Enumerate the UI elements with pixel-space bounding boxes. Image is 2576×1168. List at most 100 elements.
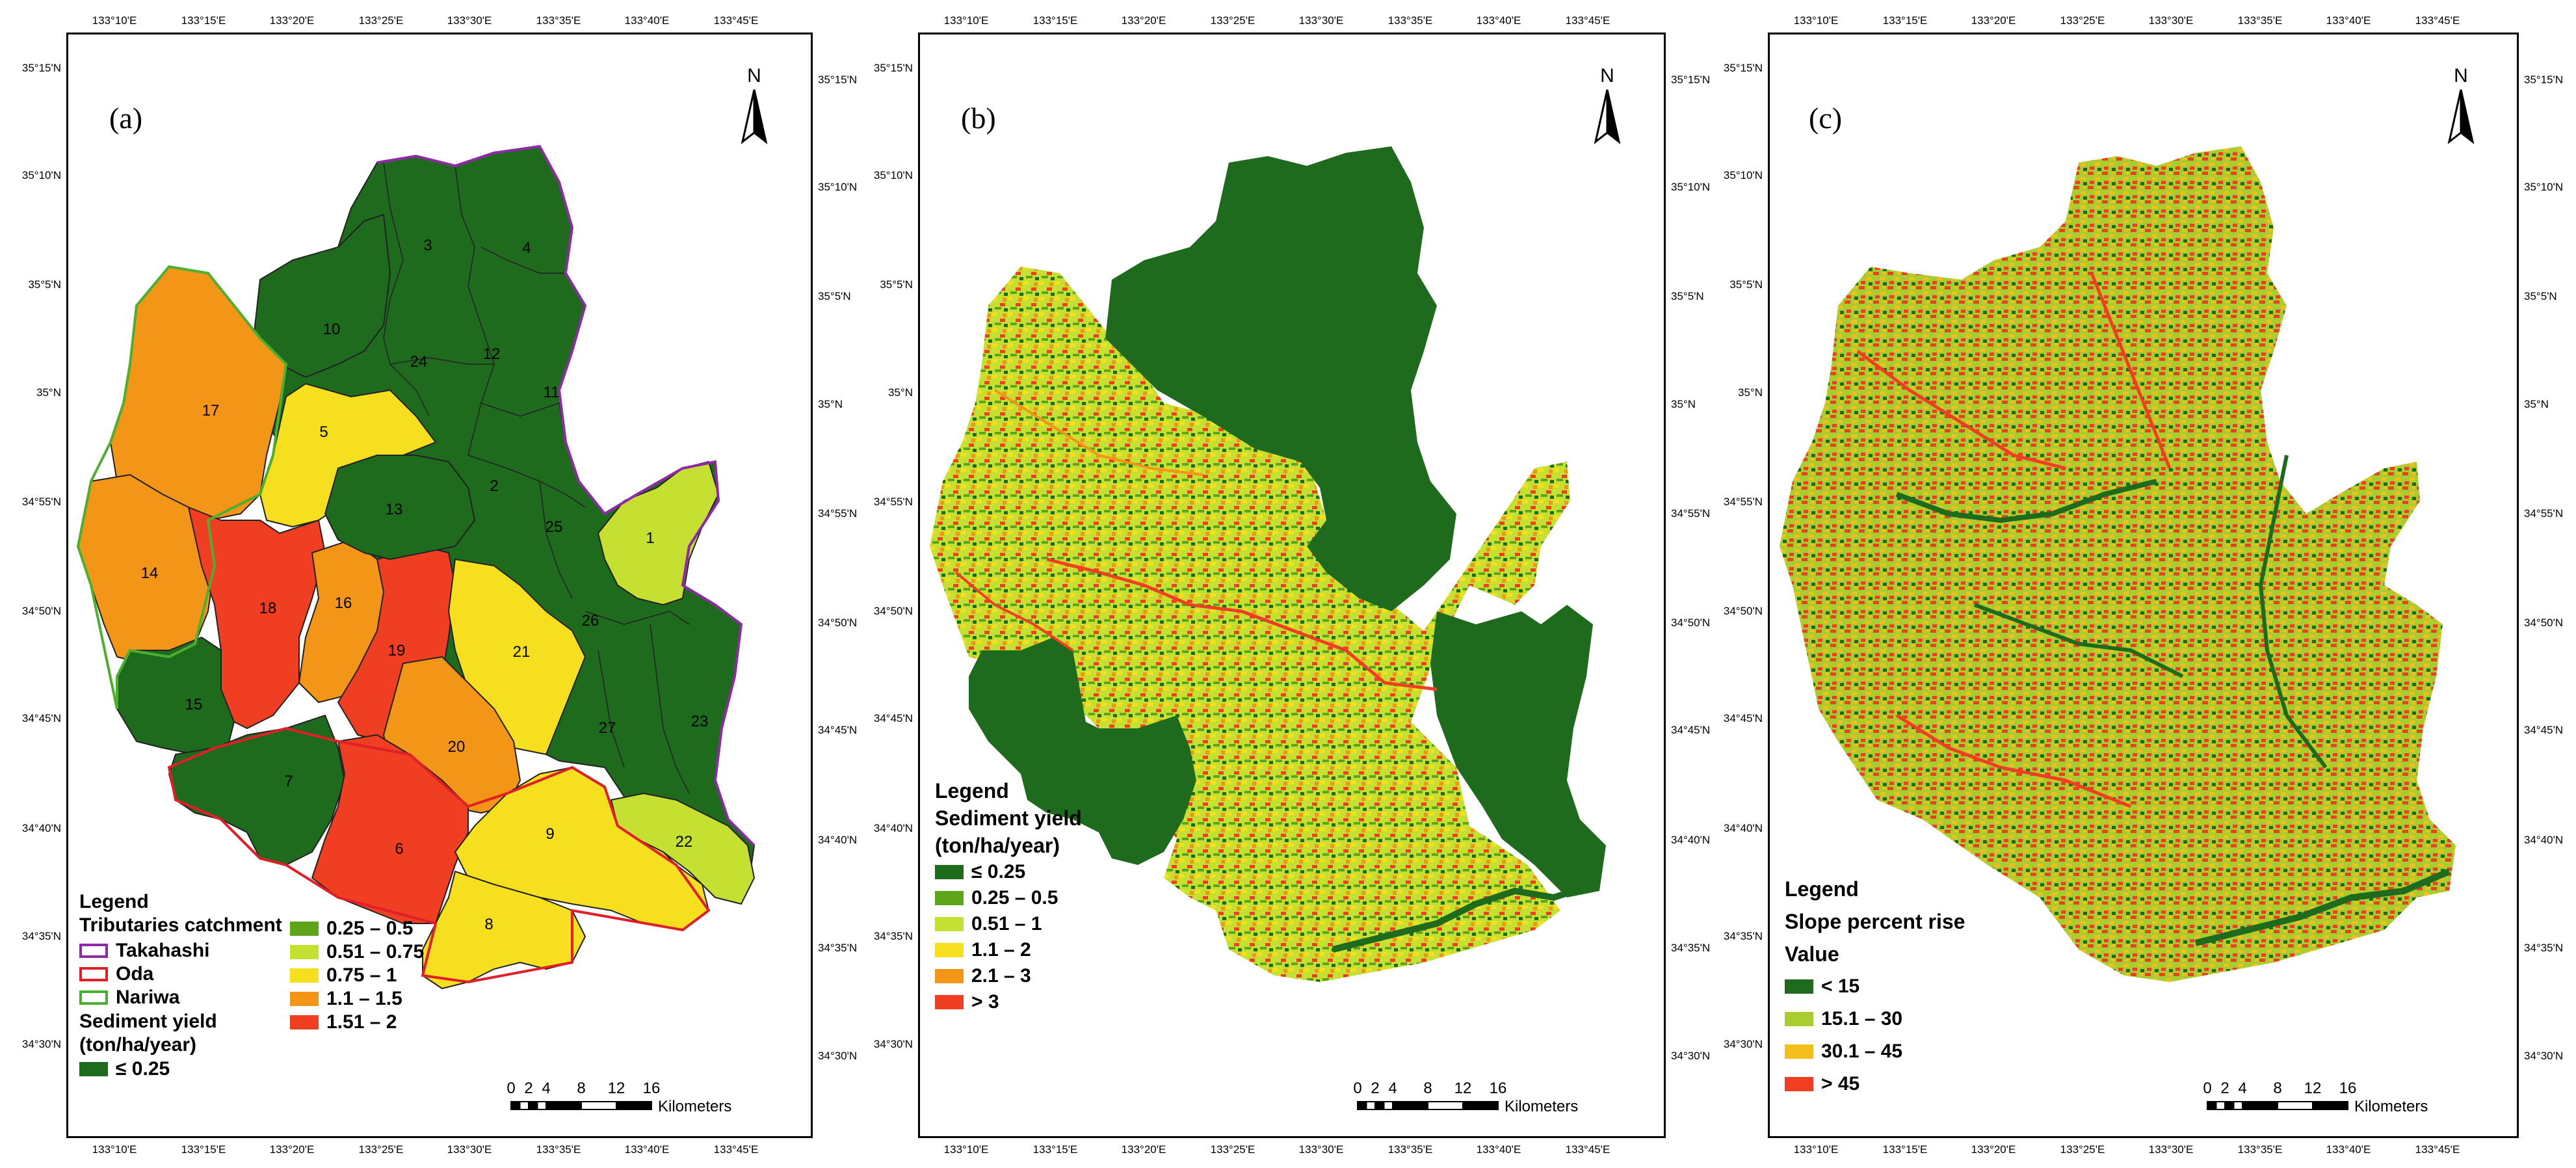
legend-class-5: 1.51 – 2: [290, 1011, 424, 1034]
legend-subtitle-2: Value: [1785, 942, 1839, 966]
lon-tick-bottom: 133°10'E: [1793, 1143, 1839, 1156]
lon-tick-top: 133°10'E: [92, 14, 137, 27]
legend-class-1: 15.1 – 30: [1785, 1003, 2019, 1035]
basin-mix-area: [930, 267, 1570, 982]
legend-item-takahashi: Takahashi: [79, 939, 210, 962]
lat-tick-right: 34°50'N: [818, 617, 858, 629]
lon-tick-bottom: 133°35'E: [2237, 1143, 2283, 1156]
scale-bar-graphic: [2207, 1101, 2348, 1110]
class-swatch: [935, 891, 964, 905]
legend-title: Legend: [935, 779, 1009, 803]
north-label: N: [2454, 65, 2468, 86]
catchment-number: 10: [322, 321, 341, 338]
lat-tick-right: 34°35'N: [2524, 942, 2564, 954]
lon-tick-bottom: 133°15'E: [181, 1143, 226, 1156]
legend-title: Legend: [1785, 877, 1859, 901]
catchment-number: 2: [490, 477, 499, 495]
scale-tick-label: 4: [1388, 1080, 1397, 1097]
scale-tick-label: 2: [524, 1080, 533, 1097]
panel-letter-b: (b): [961, 101, 996, 135]
lon-tick-bottom: 133°45'E: [1565, 1143, 1610, 1156]
lat-tick-left: 35°N: [1738, 386, 1763, 399]
lat-tick-right: 35°N: [2524, 398, 2549, 410]
class-swatch: [290, 1015, 319, 1029]
lon-tick-top: 133°20'E: [269, 14, 315, 27]
lat-tick-right: 34°45'N: [818, 724, 858, 736]
catchment-number: 3: [423, 237, 432, 254]
legend-class-5: > 3: [935, 989, 1169, 1015]
panel-b: (b) N Legend Sediment yield (ton/ha/year…: [852, 0, 1716, 1168]
low-yield-north: [1105, 146, 1456, 611]
scale-tick-label: 2: [1371, 1080, 1380, 1097]
lat-tick-left: 34°40'N: [21, 822, 61, 834]
slope-ridge-1: [1856, 350, 2066, 470]
lat-tick-left: 35°10'N: [1723, 169, 1763, 181]
panel-letter-a: (a): [109, 101, 143, 135]
lat-tick-right: 34°35'N: [818, 942, 858, 954]
lat-tick-left: 34°45'N: [21, 712, 61, 724]
lon-tick-top: 133°40'E: [1476, 14, 1521, 27]
legend-class-2: 0.51 – 0.75: [290, 940, 424, 964]
scale-unit: Kilometers: [2354, 1098, 2428, 1115]
legend-class-3: 0.75 – 1: [290, 964, 424, 987]
north-label: N: [1600, 65, 1614, 86]
lat-tick-right: 35°15'N: [2524, 73, 2564, 86]
slope-valley-4: [2258, 455, 2328, 769]
lon-tick-bottom: 133°30'E: [2148, 1143, 2194, 1156]
lon-tick-bottom: 133°15'E: [1032, 1143, 1078, 1156]
scale-segment: [1427, 1101, 1464, 1110]
takahashi-outline: [376, 144, 756, 847]
map-frame-c: [1768, 33, 2519, 1138]
lon-tick-top: 133°45'E: [1565, 14, 1610, 27]
lat-tick-left: 34°55'N: [873, 496, 913, 508]
north-label: N: [747, 65, 761, 86]
scale-tick-label: 4: [542, 1080, 551, 1097]
catchment-number: 27: [598, 719, 616, 737]
north-arrow-icon: [2447, 89, 2475, 144]
scale-segment: [2207, 1101, 2217, 1110]
lat-tick-right: 35°N: [1671, 398, 1696, 410]
class-swatch: [1785, 1012, 1813, 1026]
nariwa-outline: [76, 265, 288, 710]
lon-tick-top: 133°10'E: [943, 14, 989, 27]
lon-tick-bottom: 133°15'E: [1882, 1143, 1928, 1156]
class-swatch: [935, 969, 964, 983]
scale-tick-label: 12: [2304, 1080, 2322, 1097]
lat-tick-left: 34°50'N: [21, 605, 61, 617]
scale-bar-graphic: [510, 1101, 652, 1110]
lon-tick-top: 133°15'E: [1032, 14, 1078, 27]
scale-segment: [528, 1101, 538, 1110]
lat-tick-right: 34°30'N: [2524, 1050, 2564, 1062]
legend-class-0: ≤ 0.25: [935, 859, 1169, 885]
lat-tick-right: 35°N: [818, 398, 843, 410]
scale-segment: [616, 1101, 652, 1110]
catchment-map: [76, 144, 756, 989]
nariwa-swatch: [79, 990, 108, 1005]
scale-segment: [2233, 1101, 2243, 1110]
legend-class-4: 1.1 – 1.5: [290, 987, 424, 1011]
legend-class-2: 0.51 – 1: [935, 911, 1169, 937]
catchment-number: 19: [388, 642, 406, 659]
scale-tick-label: 8: [2273, 1080, 2282, 1097]
panel-c: (c) N Legend Slope percent rise Value < …: [1702, 0, 2576, 1168]
lon-tick-top: 133°25'E: [1210, 14, 1255, 27]
legend-class-0: ≤ 0.25: [79, 1057, 170, 1081]
legend-class-3: 1.1 – 2: [935, 937, 1169, 963]
lon-tick-top: 133°40'E: [624, 14, 670, 27]
class-swatch: [935, 995, 964, 1009]
lat-tick-right: 34°40'N: [1671, 834, 1711, 846]
sy-title-1: Sediment yield: [79, 1011, 217, 1032]
catchment-13: [324, 455, 475, 560]
catchment-number: 12: [482, 345, 501, 363]
scale-segment: [1383, 1101, 1393, 1110]
lat-tick-right: 34°50'N: [1671, 617, 1711, 629]
lon-tick-bottom: 133°40'E: [624, 1143, 670, 1156]
catchment-number: 13: [385, 501, 403, 518]
lat-tick-left: 35°10'N: [873, 169, 913, 181]
scale-tick-label: 12: [1454, 1080, 1472, 1097]
slope-valley-3: [2194, 868, 2451, 946]
catchment-number: 22: [675, 833, 693, 851]
panel-a: 1 2 3 4 5 6 7 8 9 10 11 12 13 14 15 16 17 18 19 20 21 22 23 24 2…: [0, 0, 858, 1168]
river-south: [1332, 881, 1594, 953]
lat-tick-right: 34°40'N: [2524, 834, 2564, 846]
